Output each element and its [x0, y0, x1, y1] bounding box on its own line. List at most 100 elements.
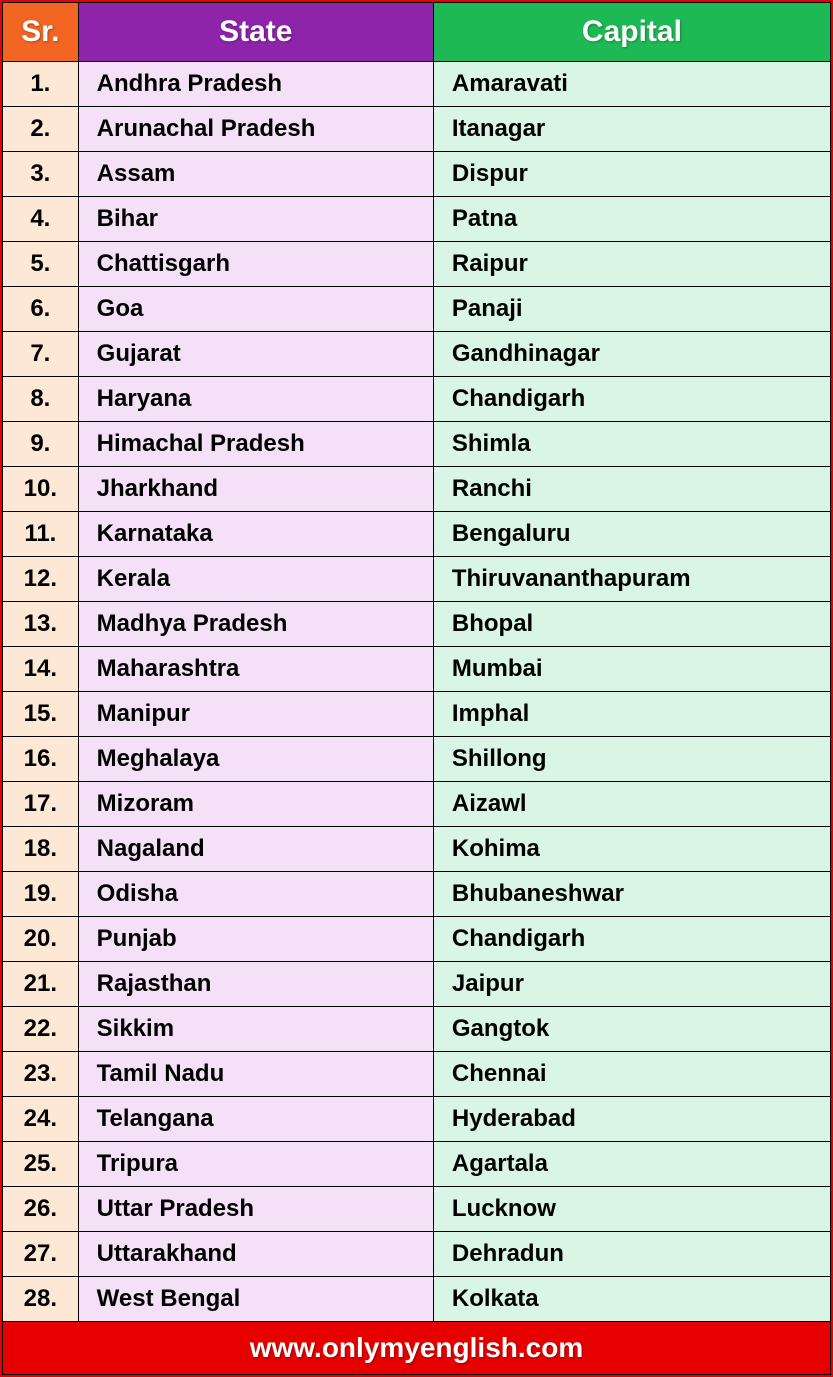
sr-cell: 12. [3, 557, 79, 602]
state-cell: Rajasthan [78, 962, 433, 1007]
table-row: 14.MaharashtraMumbai [3, 647, 831, 692]
capital-cell: Bhubaneshwar [433, 872, 830, 917]
sr-cell: 3. [3, 152, 79, 197]
capital-cell: Lucknow [433, 1187, 830, 1232]
table-row: 28.West BengalKolkata [3, 1277, 831, 1322]
capital-cell: Imphal [433, 692, 830, 737]
state-cell: Mizoram [78, 782, 433, 827]
sr-cell: 8. [3, 377, 79, 422]
state-cell: Karnataka [78, 512, 433, 557]
state-cell: Himachal Pradesh [78, 422, 433, 467]
state-cell: Andhra Pradesh [78, 62, 433, 107]
table-row: 15.ManipurImphal [3, 692, 831, 737]
capital-cell: Chandigarh [433, 377, 830, 422]
state-cell: Meghalaya [78, 737, 433, 782]
table-row: 6.GoaPanaji [3, 287, 831, 332]
state-cell: Uttarakhand [78, 1232, 433, 1277]
state-cell: Gujarat [78, 332, 433, 377]
table-header-row: Sr. State Capital [3, 3, 831, 62]
table-row: 12.KeralaThiruvananthapuram [3, 557, 831, 602]
sr-cell: 20. [3, 917, 79, 962]
capital-cell: Thiruvananthapuram [433, 557, 830, 602]
table-row: 22.SikkimGangtok [3, 1007, 831, 1052]
capital-cell: Kohima [433, 827, 830, 872]
state-cell: Madhya Pradesh [78, 602, 433, 647]
capital-column-header: Capital [433, 3, 830, 62]
state-cell: Odisha [78, 872, 433, 917]
sr-cell: 21. [3, 962, 79, 1007]
capital-cell: Agartala [433, 1142, 830, 1187]
state-cell: Manipur [78, 692, 433, 737]
table-row: 18.NagalandKohima [3, 827, 831, 872]
capital-cell: Kolkata [433, 1277, 830, 1322]
state-cell: West Bengal [78, 1277, 433, 1322]
state-cell: Nagaland [78, 827, 433, 872]
sr-column-header: Sr. [3, 3, 79, 62]
sr-cell: 22. [3, 1007, 79, 1052]
table-row: 7.GujaratGandhinagar [3, 332, 831, 377]
table-row: 20.PunjabChandigarh [3, 917, 831, 962]
sr-cell: 28. [3, 1277, 79, 1322]
state-cell: Uttar Pradesh [78, 1187, 433, 1232]
sr-cell: 1. [3, 62, 79, 107]
table-row: 10.JharkhandRanchi [3, 467, 831, 512]
state-cell: Bihar [78, 197, 433, 242]
capital-cell: Shimla [433, 422, 830, 467]
state-cell: Arunachal Pradesh [78, 107, 433, 152]
table-row: 17.MizoramAizawl [3, 782, 831, 827]
state-cell: Haryana [78, 377, 433, 422]
state-cell: Sikkim [78, 1007, 433, 1052]
table-row: 27.UttarakhandDehradun [3, 1232, 831, 1277]
sr-cell: 11. [3, 512, 79, 557]
sr-cell: 26. [3, 1187, 79, 1232]
table-row: 11.KarnatakaBengaluru [3, 512, 831, 557]
footer-url: www.onlymyenglish.com [3, 1322, 831, 1375]
table-row: 23.Tamil NaduChennai [3, 1052, 831, 1097]
capital-cell: Raipur [433, 242, 830, 287]
sr-cell: 25. [3, 1142, 79, 1187]
state-column-header: State [78, 3, 433, 62]
sr-cell: 9. [3, 422, 79, 467]
table-row: 19.OdishaBhubaneshwar [3, 872, 831, 917]
sr-cell: 10. [3, 467, 79, 512]
capital-cell: Chennai [433, 1052, 830, 1097]
table-row: 16.MeghalayaShillong [3, 737, 831, 782]
state-cell: Telangana [78, 1097, 433, 1142]
table-row: 24.TelanganaHyderabad [3, 1097, 831, 1142]
state-cell: Assam [78, 152, 433, 197]
state-cell: Chattisgarh [78, 242, 433, 287]
sr-cell: 24. [3, 1097, 79, 1142]
table-row: 9.Himachal PradeshShimla [3, 422, 831, 467]
table-row: 26.Uttar PradeshLucknow [3, 1187, 831, 1232]
sr-cell: 23. [3, 1052, 79, 1097]
capital-cell: Chandigarh [433, 917, 830, 962]
capital-cell: Itanagar [433, 107, 830, 152]
table-row: 25.TripuraAgartala [3, 1142, 831, 1187]
table-row: 5.ChattisgarhRaipur [3, 242, 831, 287]
sr-cell: 27. [3, 1232, 79, 1277]
sr-cell: 14. [3, 647, 79, 692]
states-capitals-table-container: My En Let's Sr. State Capital 1.Andhra P… [0, 0, 833, 1377]
capital-cell: Patna [433, 197, 830, 242]
table-row: 2.Arunachal PradeshItanagar [3, 107, 831, 152]
capital-cell: Aizawl [433, 782, 830, 827]
capital-cell: Shillong [433, 737, 830, 782]
sr-cell: 18. [3, 827, 79, 872]
capital-cell: Bhopal [433, 602, 830, 647]
sr-cell: 17. [3, 782, 79, 827]
capital-cell: Gandhinagar [433, 332, 830, 377]
sr-cell: 16. [3, 737, 79, 782]
table-body: 1.Andhra PradeshAmaravati2.Arunachal Pra… [3, 62, 831, 1322]
sr-cell: 7. [3, 332, 79, 377]
capital-cell: Jaipur [433, 962, 830, 1007]
capital-cell: Gangtok [433, 1007, 830, 1052]
table-row: 21.RajasthanJaipur [3, 962, 831, 1007]
capital-cell: Amaravati [433, 62, 830, 107]
table-row: 13.Madhya PradeshBhopal [3, 602, 831, 647]
sr-cell: 13. [3, 602, 79, 647]
sr-cell: 5. [3, 242, 79, 287]
table-row: 4.BiharPatna [3, 197, 831, 242]
state-cell: Kerala [78, 557, 433, 602]
capital-cell: Panaji [433, 287, 830, 332]
state-cell: Tamil Nadu [78, 1052, 433, 1097]
